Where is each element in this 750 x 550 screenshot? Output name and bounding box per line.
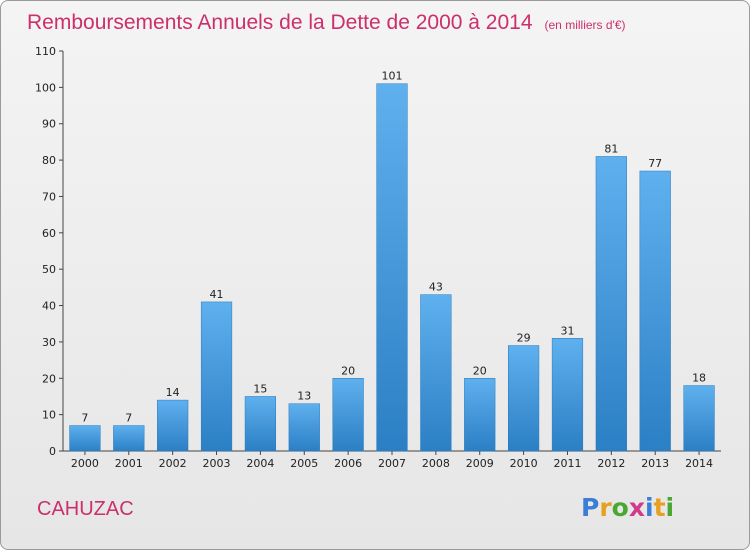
proxiti-logo: Proxiti <box>581 493 674 522</box>
x-tick-label: 2001 <box>115 457 143 470</box>
y-tick-label: 20 <box>42 372 56 385</box>
chart-axes: 0 10 20 30 40 50 60 70 80 90 100 110 2000 2001 2002 200… <box>35 45 721 470</box>
bar <box>464 378 496 452</box>
logo-letter: x <box>629 493 645 522</box>
y-tick-label: 10 <box>42 409 56 422</box>
x-tick-label: 2005 <box>290 457 318 470</box>
x-tick-label: 2011 <box>553 457 581 470</box>
y-tick-label: 30 <box>42 336 56 349</box>
y-tick-label: 70 <box>42 190 56 203</box>
bar <box>639 170 671 452</box>
bar-value-label: 77 <box>648 157 662 170</box>
chart-title: Remboursements Annuels de la Dette de 20… <box>27 11 626 34</box>
bar-value-label: 31 <box>560 324 574 337</box>
x-tick-label: 2010 <box>510 457 538 470</box>
x-tick-label: 2013 <box>641 457 669 470</box>
bar-value-label: 101 <box>382 70 403 83</box>
logo-letter: i <box>645 493 654 522</box>
bar <box>332 378 364 452</box>
bar-value-label: 20 <box>473 364 487 377</box>
x-tick-label: 2004 <box>246 457 274 470</box>
x-tick-label: 2007 <box>378 457 406 470</box>
bar-value-label: 15 <box>253 382 267 395</box>
bar <box>288 403 320 452</box>
bar-value-label: 29 <box>517 332 531 345</box>
bar <box>113 425 145 452</box>
bar <box>244 396 277 452</box>
logo-letter: r <box>599 493 612 522</box>
x-tick-label: 2008 <box>422 457 450 470</box>
bar <box>200 301 233 452</box>
bar <box>683 385 715 452</box>
x-tick-label: 2014 <box>685 457 713 470</box>
y-tick-label: 40 <box>42 300 56 313</box>
bar <box>551 338 584 452</box>
y-tick-label: 60 <box>42 227 56 240</box>
bar-value-label: 20 <box>341 364 355 377</box>
x-tick-label: 2009 <box>466 457 494 470</box>
logo-letter: i <box>666 493 675 522</box>
y-tick-label: 110 <box>35 45 56 58</box>
bar-value-label: 18 <box>692 372 706 385</box>
bar-value-label: 7 <box>125 412 132 425</box>
logo-letter: o <box>612 493 629 522</box>
logo-letter: P <box>581 493 599 522</box>
chart-title-unit: (en milliers d'€) <box>545 18 626 32</box>
bar <box>376 83 408 452</box>
logo-letter: t <box>654 493 666 522</box>
chart-title-main: Remboursements Annuels de la Dette de 20… <box>27 11 533 34</box>
x-tick-label: 2012 <box>597 457 625 470</box>
bar <box>507 345 540 452</box>
bar-value-label: 43 <box>429 281 443 294</box>
x-tick-label: 2006 <box>334 457 362 470</box>
bar <box>595 156 627 452</box>
bar-value-label: 81 <box>604 142 618 155</box>
x-tick-label: 2002 <box>159 457 187 470</box>
x-tick-label: 2000 <box>71 457 99 470</box>
bar <box>69 425 101 452</box>
y-tick-label: 0 <box>49 445 56 458</box>
bar-value-label: 14 <box>166 386 180 399</box>
y-tick-label: 50 <box>42 263 56 276</box>
bar <box>420 294 452 452</box>
bar <box>157 399 189 452</box>
y-tick-label: 100 <box>35 81 56 94</box>
bar-value-label: 41 <box>210 288 224 301</box>
x-tick-label: 2003 <box>203 457 231 470</box>
y-tick-label: 90 <box>42 118 56 131</box>
bar-value-label: 13 <box>297 390 311 403</box>
bar-value-label: 7 <box>81 412 88 425</box>
y-tick-label: 80 <box>42 154 56 167</box>
commune-name: CAHUZAC <box>37 498 134 520</box>
